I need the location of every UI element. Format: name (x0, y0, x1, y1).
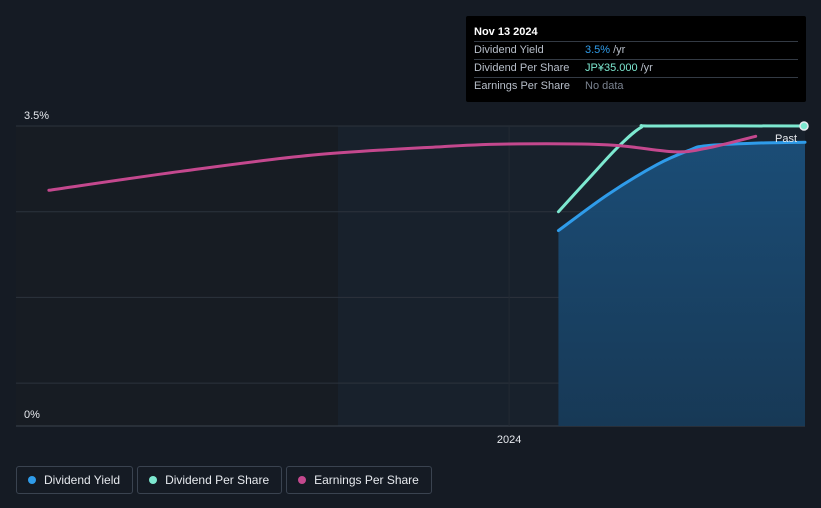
axis-layer: 3.5% 0% 2024 Past (24, 110, 797, 446)
legend-item-dividend-per-share[interactable]: Dividend Per Share (137, 466, 283, 494)
legend-label: Earnings Per Share (314, 473, 419, 487)
tooltip-label: Dividend Yield (474, 44, 544, 56)
tooltip: Nov 13 2024 Dividend Yield 3.5% /yr Divi… (466, 16, 806, 102)
tooltip-label: Earnings Per Share (474, 80, 570, 92)
series-layer (47, 121, 809, 427)
hover-marker (799, 121, 809, 131)
legend-item-dividend-yield[interactable]: Dividend Yield (16, 466, 134, 494)
y-tick-label: 0% (24, 409, 40, 421)
legend-dot-icon (28, 476, 36, 484)
tooltip-row-dividend-yield: Dividend Yield 3.5% /yr (474, 41, 798, 59)
plot-background-left (16, 126, 338, 426)
tooltip-row-earnings-per-share: Earnings Per Share No data (474, 77, 798, 95)
dividend_yield-area (558, 142, 805, 427)
earnings_per_share-line (47, 134, 758, 192)
past-label: Past (775, 133, 797, 145)
tooltip-value: JP¥35.000 (585, 62, 638, 74)
x-tick-label: 2024 (497, 434, 521, 446)
dividend_per_share-line (556, 124, 807, 214)
legend-item-earnings-per-share[interactable]: Earnings Per Share (286, 466, 432, 494)
tooltip-value: 3.5% (585, 44, 611, 56)
tooltip-label: Dividend Per Share (474, 62, 570, 74)
tooltip-value: No data (585, 80, 624, 92)
tooltip-unit: /yr (640, 62, 653, 74)
legend-dot-icon (149, 476, 158, 484)
legend-label: Dividend Yield (44, 473, 121, 487)
y-tick-label: 3.5% (24, 110, 49, 122)
tooltip-row-dividend-per-share: Dividend Per Share JP¥35.000 /yr (474, 59, 798, 77)
dividend-chart: 3.5% 0% 2024 Past (16, 110, 809, 446)
tooltip-date: Nov 13 2024 (474, 26, 538, 38)
legend-label: Dividend Per Share (165, 473, 270, 487)
legend: Dividend Yield Dividend Per Share Earnin… (16, 466, 432, 494)
legend-dot-icon (298, 476, 307, 484)
tooltip-unit: /yr (613, 44, 626, 56)
